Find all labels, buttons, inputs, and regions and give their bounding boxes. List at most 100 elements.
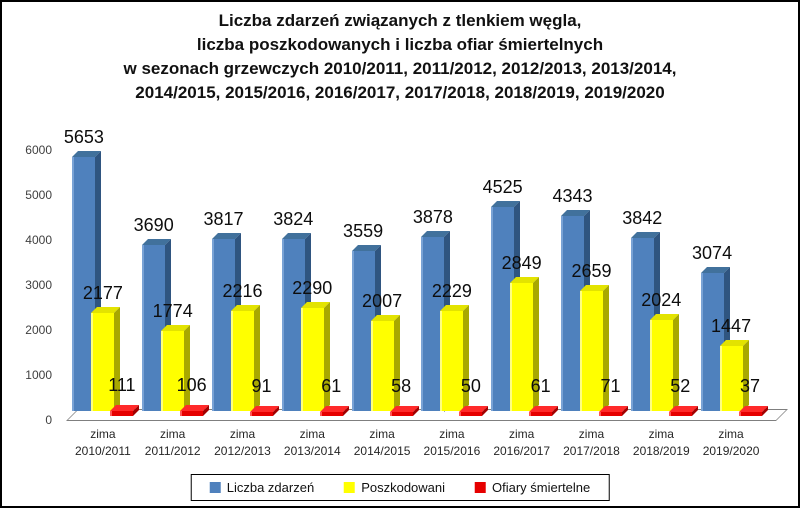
value-label-poszkodowani: 2659	[571, 261, 612, 282]
value-label-liczba-zdarzen: 3842	[622, 208, 663, 229]
legend-label-ofiary-smiertelne: Ofiary śmiertelne	[492, 480, 591, 495]
x-category-line2: 2019/2020	[702, 444, 760, 458]
bar-poszkodowani	[161, 331, 185, 411]
bar-slot-ofiary-smiertelne: 61	[319, 376, 343, 416]
value-label-poszkodowani: 2177	[82, 283, 123, 304]
value-label-liczba-zdarzen: 4343	[552, 185, 593, 206]
value-label-liczba-zdarzen: 4525	[482, 177, 523, 198]
bar-slot-poszkodowani: 2849	[502, 253, 542, 411]
y-tick-label: 1000	[25, 368, 52, 382]
x-axis: zima 2010/2011 zima 2011/2012 zima 2012/2013 z…	[68, 426, 766, 460]
x-category-line1: zima	[229, 427, 256, 441]
bar-liczba-zdarzen	[421, 236, 445, 411]
bar-poszkodowani	[300, 307, 324, 411]
value-label-liczba-zdarzen: 3074	[692, 242, 733, 263]
bar-ofiary-smiertelne	[319, 412, 343, 416]
x-category-label: zima 2016/2017	[487, 426, 557, 460]
value-label-ofiary-smiertelne: 71	[600, 376, 621, 396]
value-label-liczba-zdarzen: 3878	[412, 206, 453, 227]
bar-ofiary-smiertelne	[110, 411, 134, 416]
bar-slot-poszkodowani: 2659	[571, 261, 611, 411]
x-category-label: zima 2015/2016	[417, 426, 487, 460]
bar-slot-ofiary-smiertelne: 52	[668, 376, 692, 416]
value-label-ofiary-smiertelne: 61	[321, 376, 342, 396]
y-tick-label: 3000	[25, 278, 52, 292]
bar-ofiary-smiertelne	[389, 412, 413, 416]
bar-slot-liczba-zdarzen: 3824	[273, 209, 313, 411]
legend-swatch-ofiary-smiertelne	[475, 482, 487, 493]
x-category-label: zima 2010/2011	[68, 426, 138, 460]
bar-slot-liczba-zdarzen: 5653	[64, 127, 104, 411]
x-category-label: zima 2018/2019	[626, 426, 696, 460]
x-category-label: zima 2017/2018	[557, 426, 627, 460]
x-category-line1: zima	[369, 427, 395, 441]
legend-label-poszkodowani: Poszkodowani	[361, 480, 446, 495]
bar-ofiary-smiertelne	[459, 412, 483, 416]
bar-slot-ofiary-smiertelne: 58	[389, 376, 413, 416]
x-category-line2: 2010/2011	[74, 444, 131, 458]
value-label-liczba-zdarzen: 3817	[203, 209, 244, 230]
x-category-label: zima 2012/2013	[208, 426, 278, 460]
value-label-poszkodowani: 2849	[501, 252, 542, 273]
bar-group: 4343 2659 71	[552, 141, 627, 416]
bar-ofiary-smiertelne	[738, 412, 762, 416]
y-tick-label: 6000	[25, 143, 52, 157]
bar-slot-poszkodowani: 1447	[711, 316, 751, 411]
x-category-line2: 2017/2018	[563, 444, 620, 458]
chart-title-line-4: 2014/2015, 2015/2016, 2016/2017, 2017/20…	[135, 83, 665, 102]
bar-slot-ofiary-smiertelne: 91	[249, 376, 273, 416]
value-label-ofiary-smiertelne: 50	[460, 376, 481, 396]
bar-slot-poszkodowani: 2024	[641, 290, 681, 411]
bar-slot-poszkodowani: 2007	[362, 291, 402, 411]
x-category-line2: 2018/2019	[632, 444, 690, 458]
x-category-line1: zima	[578, 427, 605, 441]
chart-legend: Liczba zdarzeń Poszkodowani Ofiary śmierte…	[190, 474, 610, 501]
chart-title-line-1: Liczba zdarzeń związanych z tlenkiem węg…	[218, 11, 582, 30]
bar-slot-ofiary-smiertelne: 111	[108, 375, 136, 416]
bar-group: 3559 2007 58	[343, 141, 417, 416]
x-category-line1: zima	[648, 427, 674, 441]
bar-liczba-zdarzen	[211, 239, 235, 411]
bar-group: 3824 2290 61	[273, 141, 347, 416]
bar-poszkodowani	[440, 310, 464, 411]
bar-slot-liczba-zdarzen: 4525	[483, 177, 523, 411]
bar-ofiary-smiertelne	[180, 411, 204, 416]
value-label-ofiary-smiertelne: 111	[108, 375, 136, 396]
x-category-line2: 2016/2017	[493, 444, 551, 458]
bar-liczba-zdarzen	[72, 156, 96, 411]
bar-slot-liczba-zdarzen: 3690	[134, 215, 174, 411]
chart-title-line-3: w sezonach grzewczych 2010/2011, 2011/20…	[123, 59, 677, 78]
value-label-poszkodowani: 2290	[292, 277, 333, 298]
value-label-poszkodowani: 2007	[362, 290, 403, 311]
value-label-liczba-zdarzen: 3690	[133, 214, 174, 235]
legend-item-ofiary-smiertelne: Ofiary śmiertelne	[475, 480, 590, 495]
bar-liczba-zdarzen	[630, 238, 654, 411]
value-label-poszkodowani: 1774	[152, 301, 193, 322]
x-category-label: zima 2014/2015	[347, 426, 417, 460]
bar-slot-ofiary-smiertelne: 71	[598, 376, 622, 416]
bar-ofiary-smiertelne	[529, 412, 553, 416]
bar-slot-poszkodowani: 2177	[83, 283, 123, 411]
bar-group: 3074 1447 37	[692, 141, 766, 416]
x-category-line2: 2015/2016	[423, 444, 481, 458]
bar-slot-liczba-zdarzen: 3074	[692, 243, 732, 411]
bar-ofiary-smiertelne	[249, 411, 273, 416]
x-category-line1: zima	[509, 427, 535, 441]
value-label-liczba-zdarzen: 3824	[273, 208, 314, 229]
y-axis: 0 1000 2000 3000 4000 5000 6000	[2, 141, 58, 427]
value-label-poszkodowani: 1447	[711, 315, 752, 336]
value-label-ofiary-smiertelne: 61	[530, 376, 551, 396]
legend-swatch-poszkodowani	[344, 482, 356, 493]
bar-poszkodowani	[510, 282, 534, 411]
x-category-line1: zima	[90, 427, 116, 441]
y-tick-label: 5000	[25, 188, 52, 202]
x-category-label: zima 2019/2020	[696, 426, 766, 460]
bar-ofiary-smiertelne	[598, 412, 622, 416]
bar-slot-liczba-zdarzen: 3559	[343, 221, 383, 411]
value-label-ofiary-smiertelne: 37	[740, 376, 761, 396]
x-category-label: zima 2013/2014	[277, 426, 347, 460]
legend-label-liczba-zdarzen: Liczba zdarzeń	[226, 480, 315, 495]
value-label-ofiary-smiertelne: 58	[391, 376, 412, 396]
bar-slot-ofiary-smiertelne: 50	[459, 376, 483, 416]
